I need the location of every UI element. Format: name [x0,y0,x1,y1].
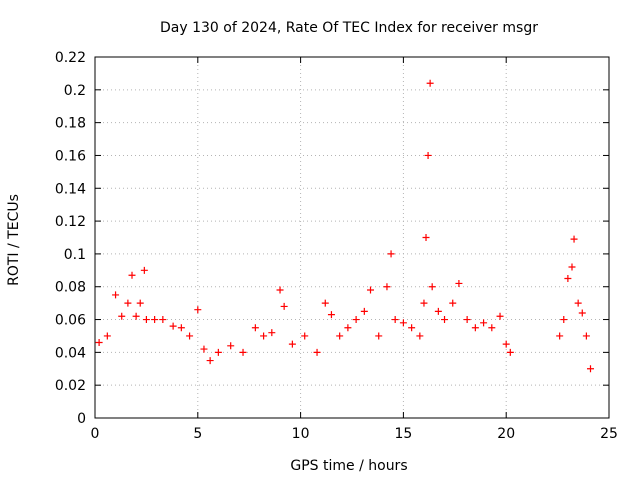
data-point [560,316,568,324]
y-tick-label: 0.18 [55,116,86,132]
data-point [95,339,103,347]
data-point [375,332,383,340]
data-point [336,332,344,340]
x-tick-label: 25 [600,426,618,442]
data-point [128,271,136,279]
data-point [142,316,150,324]
data-point [506,348,514,356]
data-point [434,307,442,315]
data-point [455,279,463,287]
y-tick-label: 0.04 [55,345,86,361]
data-point [103,332,111,340]
data-point [360,307,368,315]
y-tick-label: 0.02 [55,378,86,394]
data-point [344,324,352,332]
data-point [313,348,321,356]
data-point [387,250,395,258]
data-point [288,340,296,348]
x-tick-label: 15 [394,426,412,442]
data-point [227,342,235,350]
data-point [441,316,449,324]
data-point [578,309,586,317]
data-point [586,365,594,373]
y-tick-label: 0.2 [64,83,86,99]
data-point [367,286,375,294]
data-point [463,316,471,324]
data-point [449,299,457,307]
data-point [582,332,590,340]
data-point [186,332,194,340]
data-point [321,299,329,307]
data-point [151,316,159,324]
y-tick-label: 0.06 [55,313,86,329]
y-tick-label: 0.14 [55,181,86,197]
data-point [239,348,247,356]
x-tick-label: 5 [193,426,202,442]
data-point [200,345,208,353]
data-point [280,302,288,310]
data-point [383,283,391,291]
y-tick-label: 0 [77,411,86,427]
plot-frame [94,56,610,419]
y-tick-label: 0.12 [55,214,86,230]
axis-ticks: 0 5 10 15 20 25 0 0.02 0.04 0.06 0.08 0.1 0.12 0.14 0.… [55,50,618,442]
data-point [260,332,268,340]
data-point [136,299,144,307]
data-point [118,312,126,320]
data-point [159,316,167,324]
x-tick-label: 10 [292,426,310,442]
data-point [124,299,132,307]
y-tick-label: 0.22 [55,50,86,66]
data-point [268,329,276,337]
data-point [496,312,504,320]
data-point [214,348,222,356]
y-tick-label: 0.08 [55,280,86,296]
data-point [502,340,510,348]
data-points [95,79,594,373]
x-tick-label: 0 [91,426,100,442]
data-point [471,324,479,332]
data-point [556,332,564,340]
data-point [564,275,572,283]
y-tick-label: 0.1 [64,247,86,263]
data-point [480,319,488,327]
x-tick-label: 20 [497,426,515,442]
data-point [132,312,140,320]
data-point [422,234,430,241]
data-point [420,299,428,307]
grid [95,57,609,418]
data-point [391,316,399,324]
data-point [426,79,434,87]
data-point [408,324,416,332]
data-point [428,283,436,291]
data-point [140,266,148,274]
data-point [112,291,120,299]
data-point [251,324,259,332]
data-point [276,286,284,294]
data-point [568,263,576,271]
y-tick-label: 0.16 [55,148,86,164]
data-point [301,332,309,340]
data-point [327,311,335,319]
data-point [574,299,582,307]
data-point [424,151,432,159]
y-axis-label: ROTI / TECUs [6,194,22,286]
data-point [416,332,424,340]
x-axis-label: GPS time / hours [290,458,407,474]
data-point [206,357,214,365]
data-point [177,324,185,332]
chart-title: Day 130 of 2024, Rate Of TEC Index for r… [160,20,538,36]
data-point [488,324,496,332]
data-point [570,235,578,243]
data-point [194,306,202,314]
data-point [169,322,177,330]
data-point [352,316,360,324]
data-point [399,319,407,327]
